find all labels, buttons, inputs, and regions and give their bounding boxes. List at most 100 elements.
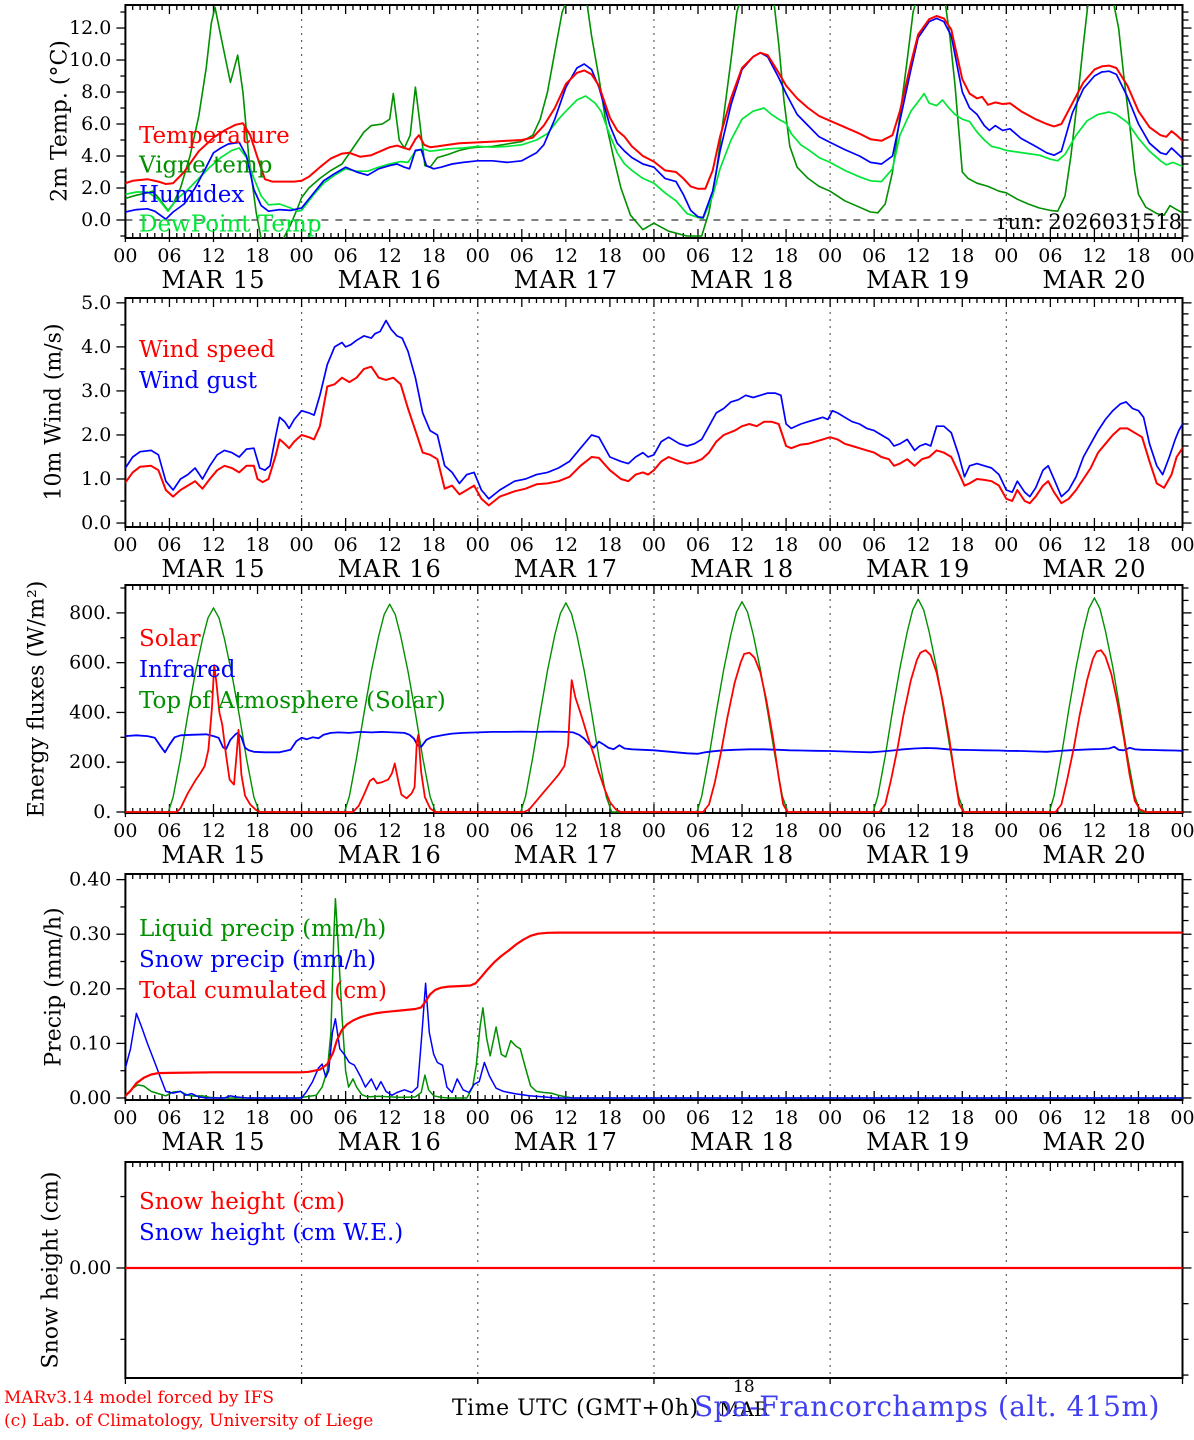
svg-text:18: 18 [245, 1107, 269, 1129]
y-axis-title-temperature: 2m Temp. (°C) [47, 40, 73, 202]
series-wind-gust [125, 319, 1183, 500]
svg-text:18: 18 [598, 820, 622, 842]
day-gridlines [300, 874, 1007, 1100]
svg-text:6.0: 6.0 [81, 113, 111, 135]
panel-frame [124, 873, 1184, 1101]
svg-text:MAR 19: MAR 19 [866, 555, 970, 583]
svg-text:00: 00 [289, 1107, 313, 1129]
series-snow-precip [125, 982, 1183, 1099]
x-ticks [124, 298, 1184, 531]
svg-text:18: 18 [950, 245, 974, 267]
svg-text:0.: 0. [93, 801, 111, 823]
legend-top-of-atmosphere-solar: Top of Atmosphere (Solar) [139, 688, 446, 714]
svg-text:18: 18 [1126, 820, 1150, 842]
series-wind-speed [125, 365, 1183, 507]
svg-text:06: 06 [334, 1107, 358, 1129]
series-dewpoint-temp [125, 92, 1183, 220]
svg-text:00: 00 [818, 534, 842, 556]
legend-solar: Solar [139, 626, 201, 652]
svg-text:3.0: 3.0 [81, 380, 111, 402]
legend-liquid-precip-mm-h: Liquid precip (mm/h) [139, 916, 386, 942]
svg-text:18: 18 [245, 534, 269, 556]
svg-text:06: 06 [510, 820, 534, 842]
y-ticks: 0.0 2.0 4.0 6.0 8.0 10.0 12.0 [69, 11, 1192, 237]
svg-text:00: 00 [818, 1107, 842, 1129]
svg-text:12: 12 [378, 534, 402, 556]
series-solar [125, 649, 1183, 813]
legend-vigne-temp: Vigne temp [138, 153, 272, 179]
svg-text:18: 18 [950, 1107, 974, 1129]
legend-total-cumulated-cm: Total cumulated (cm) [139, 978, 387, 1004]
svg-text:06: 06 [1038, 534, 1062, 556]
svg-text:12: 12 [730, 534, 754, 556]
svg-text:12: 12 [906, 820, 930, 842]
svg-text:00: 00 [466, 245, 490, 267]
svg-text:00: 00 [994, 534, 1018, 556]
svg-text:MAR 20: MAR 20 [1042, 1128, 1146, 1156]
svg-text:06: 06 [686, 820, 710, 842]
svg-text:06: 06 [510, 245, 534, 267]
svg-text:2.0: 2.0 [81, 177, 111, 199]
series-total-cumulated [125, 931, 1183, 1097]
x-tick-labels: 00 06 12 18 00 06 12 18 00 06 12 18 00 06 12 18 00 06 12 18… [113, 1107, 1194, 1129]
station-title: Spa-Francorchamps (alt. 415m) [694, 1390, 1160, 1423]
svg-text:MAR 16: MAR 16 [338, 841, 442, 869]
x-tick-labels: 00 06 12 18 00 06 12 18 00 06 12 18 00 06 12 18 00 06 12 18… [113, 820, 1194, 842]
x-axis-title: Time UTC (GMT+0h) [452, 1396, 699, 1421]
svg-text:MAR 16: MAR 16 [338, 266, 442, 294]
svg-text:00: 00 [818, 245, 842, 267]
svg-text:12: 12 [1082, 245, 1106, 267]
svg-text:00: 00 [642, 245, 666, 267]
y-axis-title-snow-height: Snow height (cm) [38, 1171, 64, 1369]
x-tick-labels: 00 06 12 18 00 06 12 18 00 06 12 18 00 06 12 18 00 06 12 18… [113, 245, 1194, 267]
svg-text:18: 18 [774, 534, 798, 556]
svg-text:12: 12 [730, 1107, 754, 1129]
svg-text:00: 00 [113, 820, 137, 842]
svg-text:12: 12 [201, 245, 225, 267]
y-axis-title-energy-flux: Energy fluxes (W/m²) [24, 580, 50, 818]
svg-text:0.30: 0.30 [69, 923, 111, 945]
legend-snow-height-cm-w-e: Snow height (cm W.E.) [139, 1220, 403, 1246]
svg-text:MAR 18: MAR 18 [690, 841, 794, 869]
panel-precip: 00 06 12 18 00 06 12 18 00 06 12 18 00 06 12 18 00 06 12 18… [69, 869, 1194, 1156]
overlap-day-number: 18 [733, 1377, 755, 1397]
svg-text:18: 18 [1126, 1107, 1150, 1129]
svg-text:MAR 15: MAR 15 [161, 1128, 265, 1156]
panel-frame [124, 4, 1184, 239]
svg-text:12.0: 12.0 [69, 17, 111, 39]
svg-text:00: 00 [1170, 245, 1194, 267]
svg-text:12: 12 [906, 245, 930, 267]
svg-text:00: 00 [994, 245, 1018, 267]
legend-snow-height-cm: Snow height (cm) [139, 1189, 345, 1215]
svg-text:4.0: 4.0 [81, 336, 111, 358]
legend: Temperature Vigne temp Humidex DewPoint Tem… [138, 123, 322, 238]
svg-text:MAR 19: MAR 19 [866, 266, 970, 294]
svg-text:0.40: 0.40 [69, 869, 111, 891]
svg-text:MAR 15: MAR 15 [161, 266, 265, 294]
svg-text:00: 00 [113, 534, 137, 556]
svg-text:06: 06 [1038, 820, 1062, 842]
legend-wind-speed: Wind speed [139, 337, 275, 363]
svg-text:18: 18 [422, 245, 446, 267]
legend-snow-precip-mm-h: Snow precip (mm/h) [139, 947, 376, 973]
svg-text:06: 06 [862, 534, 886, 556]
svg-text:00: 00 [642, 534, 666, 556]
legend: Wind speed Wind gust [139, 337, 275, 394]
svg-text:0.00: 0.00 [69, 1257, 111, 1279]
svg-text:12: 12 [554, 820, 578, 842]
svg-text:18: 18 [422, 1107, 446, 1129]
svg-text:12: 12 [554, 1107, 578, 1129]
svg-text:18: 18 [774, 245, 798, 267]
svg-text:MAR 18: MAR 18 [690, 1128, 794, 1156]
svg-text:00: 00 [466, 820, 490, 842]
svg-text:06: 06 [862, 245, 886, 267]
day-gridlines [300, 1162, 1007, 1378]
svg-text:12: 12 [906, 534, 930, 556]
svg-text:00: 00 [289, 245, 313, 267]
svg-text:12: 12 [730, 820, 754, 842]
svg-text:06: 06 [686, 245, 710, 267]
day-gridlines [300, 585, 1007, 813]
day-labels: MAR 15 MAR 16 MAR 17 MAR 18 MAR 19 MAR 20 [161, 1128, 1146, 1156]
svg-text:00: 00 [289, 534, 313, 556]
